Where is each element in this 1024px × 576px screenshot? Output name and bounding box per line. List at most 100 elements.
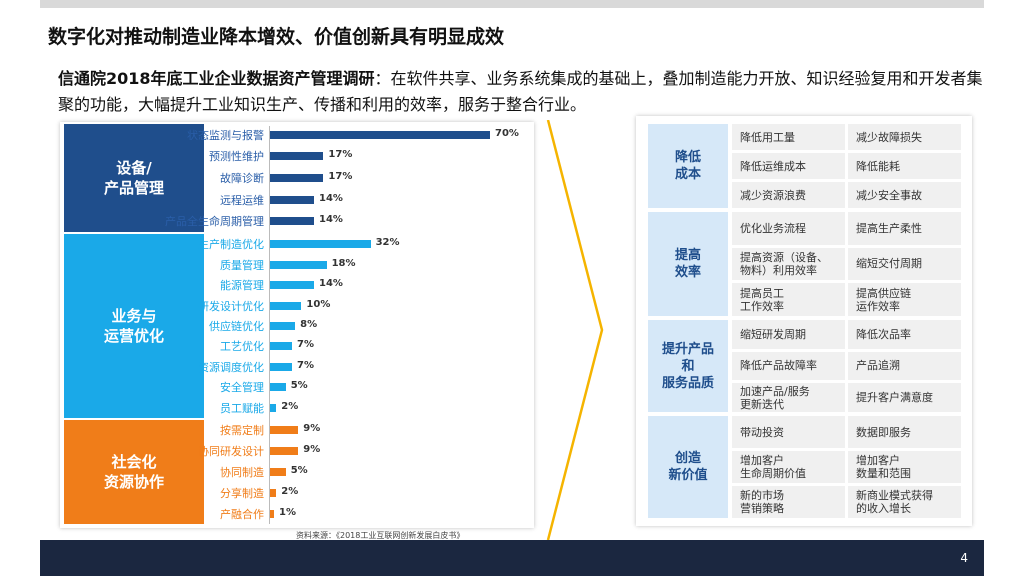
bar	[270, 174, 324, 182]
matrix-cell: 减少故障损失	[848, 124, 961, 150]
bar	[270, 240, 371, 249]
bar-value-label: 5%	[290, 465, 308, 476]
matrix-section-header: 创造 新价值	[648, 416, 728, 518]
bar-label: 工艺优化	[220, 340, 264, 354]
bar	[270, 509, 274, 518]
bar	[270, 426, 299, 435]
bar	[270, 195, 314, 204]
matrix-cell: 降低运维成本	[732, 153, 845, 179]
bar	[270, 281, 314, 290]
matrix-cell: 加速产品/服务 更新迭代	[732, 383, 845, 412]
bar	[270, 383, 286, 392]
matrix-cell: 增加客户 生命周期价值	[732, 451, 845, 483]
bar-label: 分享制造	[220, 486, 264, 500]
bar-label: 协同研发设计	[198, 445, 264, 459]
intro-text: 信通院2018年底工业企业数据资产管理调研：在软件共享、业务系统集成的基础上，叠…	[58, 66, 988, 118]
bar-label: 研发设计优化	[198, 299, 264, 313]
bar-label: 供应链优化	[209, 320, 264, 333]
bar	[270, 301, 302, 310]
matrix-cell: 优化业务流程	[732, 212, 845, 245]
intro-bold: 信通院2018年底工业企业数据资产管理调研	[58, 69, 375, 88]
matrix-cell: 降低次品率	[848, 320, 961, 349]
bar	[270, 342, 292, 351]
bar-value-label: 1%	[279, 506, 296, 518]
bar-label: 安全管理	[220, 381, 264, 395]
bar-value-label: 14%	[319, 192, 343, 204]
chevron-arrow-icon	[546, 120, 604, 540]
matrix-cell: 提高员工 工作效率	[732, 283, 845, 316]
matrix-section-header: 提升产品 和 服务品质	[648, 320, 728, 412]
matrix-section-header: 降低 成本	[648, 124, 728, 208]
matrix-cell: 降低产品故障率	[732, 351, 845, 381]
bar-value-label: 5%	[290, 380, 308, 392]
matrix-cell: 降低用工量	[732, 124, 845, 150]
intro-body: ：在软件共享、业务系统集成的基础上，叠加制造能力开放、知识经验复用和开发者集聚的…	[58, 69, 983, 114]
bar-label: 状态监测与报警	[187, 128, 264, 142]
bar-label: 远程运维	[220, 193, 264, 207]
bar-value-label: 70%	[495, 127, 519, 139]
bar-value-label: 14%	[319, 278, 343, 290]
matrix-cell: 新的市场 营销策略	[732, 486, 845, 518]
bar	[270, 130, 490, 139]
bar	[270, 468, 286, 476]
y-axis-line	[269, 126, 270, 524]
matrix-cell: 提升客户满意度	[848, 383, 961, 412]
bar-value-label: 7%	[297, 339, 314, 351]
bar-label: 预测性维护	[209, 150, 264, 164]
source-note: 资料来源：《2018工业互联网创新发展白皮书》	[296, 531, 465, 540]
page-number: 4	[960, 551, 968, 565]
footer-bar	[40, 540, 984, 576]
bar-label: 能源管理	[220, 279, 264, 293]
bar-value-label: 8%	[300, 319, 318, 330]
bar	[270, 362, 292, 371]
bar	[270, 488, 277, 497]
bar	[270, 447, 299, 456]
matrix-cell: 缩短交付周期	[848, 247, 961, 281]
bar-label: 资源调度优化	[198, 360, 264, 374]
group-box-2: 社会化 资源协作	[64, 420, 204, 524]
bar-value-label: 18%	[331, 257, 356, 269]
matrix-cell: 提高生产柔性	[848, 212, 961, 245]
bar-label: 质量管理	[220, 258, 264, 272]
bar	[270, 152, 324, 161]
bar-label: 员工赋能	[220, 401, 264, 415]
bar-label: 生产制造优化	[198, 238, 264, 252]
bar-value-label: 9%	[303, 444, 321, 456]
matrix-cell: 数据即服务	[848, 416, 961, 448]
matrix-cell: 减少资源浪费	[732, 182, 845, 208]
bar-chart-panel: 设备/ 产品管理 状态监测与报警 70% 预测性维护 17% 故障诊断 17% 远程运维 14%…	[60, 122, 534, 528]
group-box-0: 设备/ 产品管理	[64, 124, 204, 232]
bar-value-label: 9%	[303, 423, 321, 435]
group-box-1: 业务与 运营优化	[64, 234, 204, 418]
bar-label: 故障诊断	[220, 172, 264, 185]
bar-label: 协同制造	[220, 466, 264, 479]
matrix-cell: 提高供应链 运作效率	[848, 283, 961, 316]
bar-value-label: 14%	[319, 214, 343, 226]
matrix-cell: 降低能耗	[848, 153, 961, 179]
matrix-section-header: 提高 效率	[648, 212, 728, 316]
value-matrix-panel: 降低 成本 降低用工量 减少故障损失 降低运维成本 降低能耗 减少资源浪费 减少安全事故提高…	[636, 116, 972, 526]
bar	[270, 322, 296, 330]
bar-value-label: 2%	[281, 485, 299, 497]
top-bar	[40, 0, 984, 8]
matrix-cell: 提高资源（设备、 物料）利用效率	[732, 247, 845, 281]
bar	[270, 260, 327, 269]
matrix-cell: 增加客户 数量和范围	[848, 451, 961, 483]
page-title: 数字化对推动制造业降本增效、价值创新具有明显成效	[48, 26, 505, 48]
bar-value-label: 17%	[328, 171, 353, 182]
matrix-cell: 带动投资	[732, 416, 845, 448]
matrix-cell: 缩短研发周期	[732, 320, 845, 349]
matrix-cell: 新商业模式获得 的收入增长	[848, 486, 961, 518]
bar-value-label: 32%	[375, 237, 400, 249]
matrix-cell: 产品追溯	[848, 351, 961, 381]
bar-value-label: 10%	[306, 298, 331, 310]
bar	[270, 403, 277, 412]
bar-label: 按需定制	[220, 424, 264, 438]
matrix-cell: 减少安全事故	[848, 182, 961, 208]
bar-value-label: 17%	[328, 149, 353, 161]
bar-value-label: 2%	[281, 400, 299, 412]
bar-label: 产融合作	[220, 507, 264, 521]
bar-label: 产品全生命周期管理	[165, 215, 264, 229]
bar-value-label: 7%	[297, 359, 314, 371]
bar	[270, 217, 314, 226]
